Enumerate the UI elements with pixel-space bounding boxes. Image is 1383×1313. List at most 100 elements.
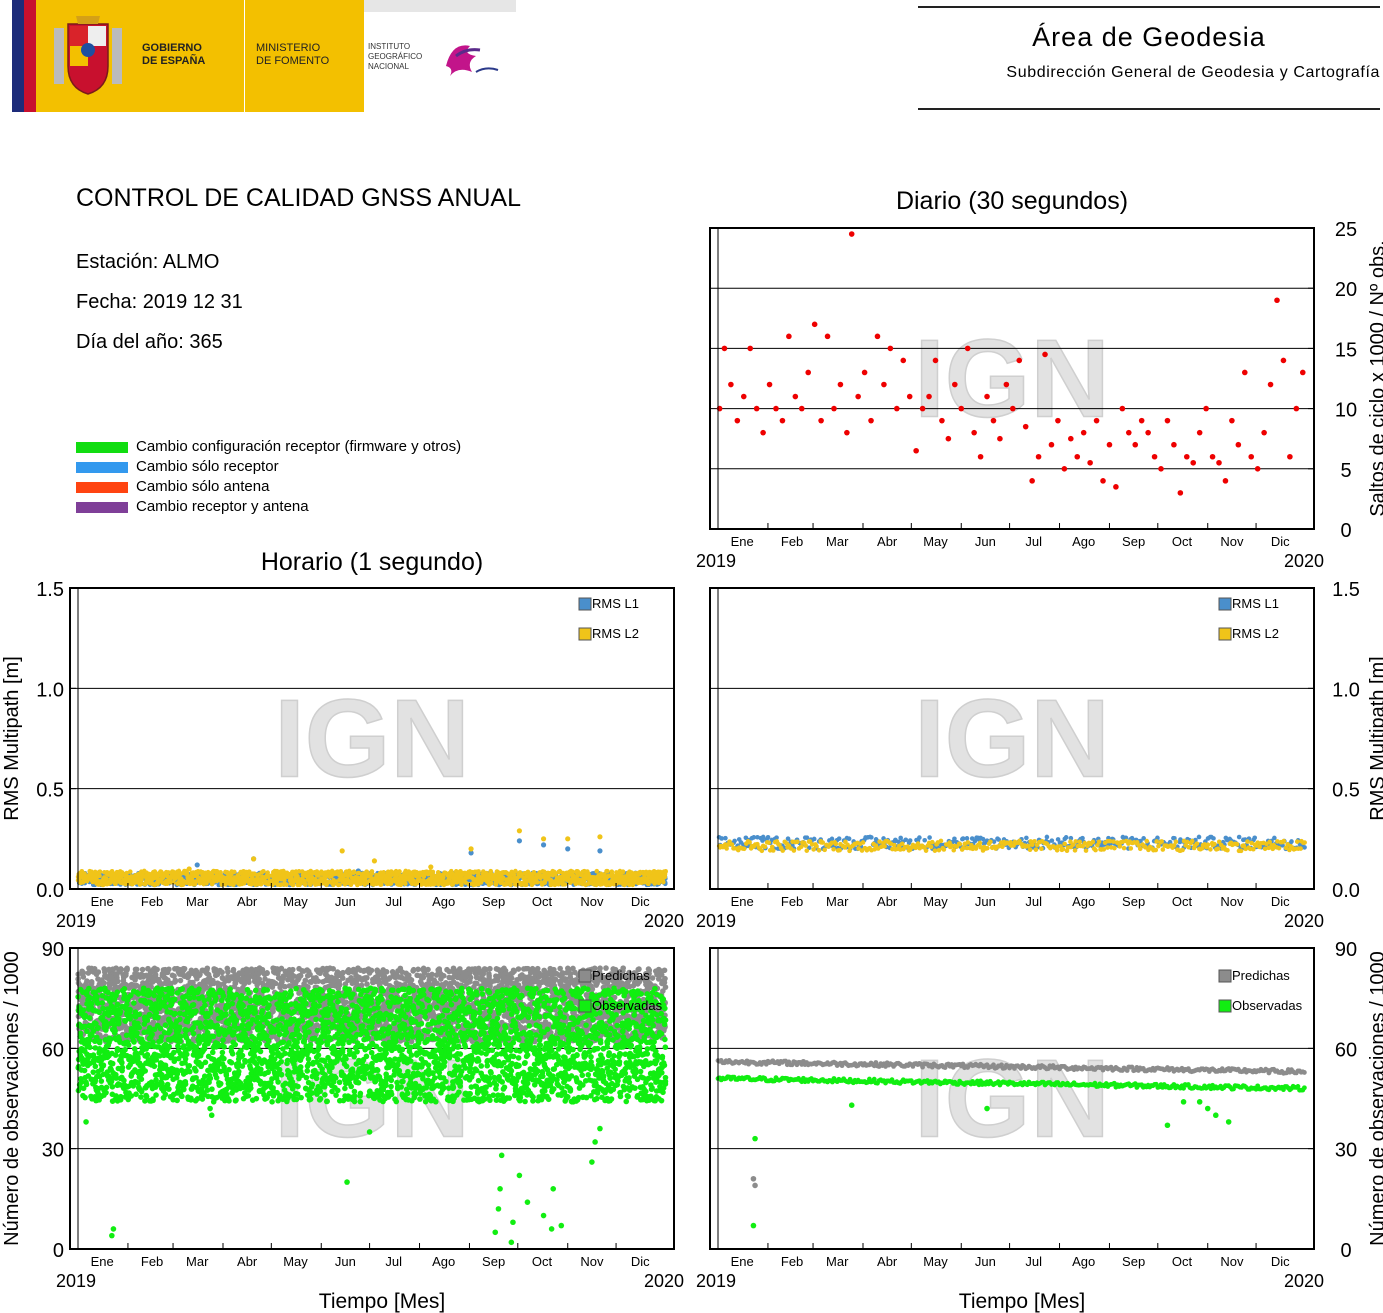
point-rms-l2: [1026, 843, 1031, 849]
ign-topbar: [364, 0, 516, 12]
point-rms-l2: [798, 844, 804, 850]
point-rms-l2: [1070, 842, 1076, 848]
point-predichas: [113, 965, 119, 971]
point-rms-l2: [516, 828, 523, 834]
instituto-label: INSTITUTO GEOGRÁFICO NACIONAL: [368, 42, 423, 71]
point-rms-l2: [1112, 845, 1117, 851]
point-rms-l2: [284, 882, 289, 887]
point-rms-l2: [1137, 846, 1143, 852]
point-rms-l2: [1156, 843, 1161, 849]
point-series: [1010, 405, 1016, 412]
point-rms-l1: [846, 836, 852, 841]
point-rms-l2: [965, 840, 971, 845]
watermark-text: IGN: [274, 678, 470, 801]
point-series: [919, 405, 926, 412]
point-rms-l2: [594, 868, 600, 874]
point-rms-l2: [127, 869, 133, 874]
point-rms-l1: [1055, 837, 1061, 842]
point-rms-l2: [860, 840, 866, 845]
point-rms-l2: [97, 873, 102, 879]
point-predichas: [123, 972, 129, 979]
point-rms-l2: [1159, 839, 1165, 844]
point-rms-l2: [1276, 845, 1282, 851]
area-title: Área de Geodesia: [1032, 22, 1266, 52]
point-rms-l2: [381, 870, 386, 875]
point-series: [1293, 405, 1300, 412]
y-tick-label: 0: [1340, 520, 1351, 542]
point-series: [1177, 490, 1184, 496]
point-rms-l2: [282, 877, 287, 883]
x-tick-label: Mar: [826, 534, 849, 549]
point-series: [1190, 459, 1197, 466]
point-rms-l2: [660, 878, 666, 883]
point-rms-l1: [1063, 835, 1069, 840]
point-rms-l2: [351, 870, 356, 876]
point-rms-l2: [1238, 848, 1244, 854]
x-tick-label: Abr: [237, 894, 258, 909]
legend-swatch: [1218, 597, 1232, 611]
point-series: [1229, 417, 1235, 424]
point-rms-l2: [1107, 838, 1113, 844]
point-rms-l2: [337, 882, 342, 888]
point-rms-l1: [194, 862, 200, 868]
station-label: Estación: ALMO: [76, 251, 220, 273]
point-rms-l2: [662, 874, 668, 880]
point-rms-l2: [762, 844, 768, 850]
y-tick-label: 20: [1335, 279, 1357, 301]
point-rms-l1: [785, 836, 791, 841]
point-rms-l1: [917, 835, 922, 840]
point-rms-l2: [791, 848, 797, 853]
legend-item-antena: Cambio sólo antena: [76, 478, 269, 495]
point-series: [824, 333, 831, 340]
point-series: [766, 381, 773, 388]
point-rms-l2: [1267, 839, 1273, 845]
point-rms-l2: [597, 834, 603, 840]
x-tick-label: Nov: [1220, 534, 1244, 549]
point-rms-l2: [1096, 839, 1102, 845]
point-rms-l1: [1272, 835, 1277, 841]
point-rms-l2: [1212, 841, 1217, 847]
point-rms-l2: [369, 869, 375, 874]
x-tick-label: Ene: [731, 894, 754, 909]
flag-stripe-red: [24, 0, 36, 112]
point-rms-l1: [774, 835, 779, 840]
point-predichas: [124, 966, 130, 973]
point-rms-l2: [617, 880, 623, 885]
point-rms-l2: [803, 843, 809, 848]
daily-section-title: Diario (30 segundos): [895, 187, 1129, 215]
point-predichas: [181, 965, 188, 972]
point-rms-l2: [103, 876, 109, 881]
y-tick-label: 5: [1340, 460, 1351, 482]
point-rms-l1: [804, 835, 810, 840]
point-series: [1074, 453, 1081, 460]
point-rms-l2: [430, 869, 436, 875]
point-rms-l2: [1173, 839, 1179, 845]
point-rms-l2: [508, 882, 513, 888]
point-series: [1267, 381, 1274, 388]
point-rms-l2: [570, 869, 575, 875]
point-series: [753, 405, 760, 412]
point-rms-l2: [1251, 846, 1256, 852]
point-rms-l2: [1281, 838, 1287, 844]
x-tick-label: Oct: [532, 894, 553, 909]
point-series: [1042, 351, 1048, 358]
point-rms-l1: [836, 836, 842, 841]
x-year-start: 2019: [696, 551, 736, 571]
point-rms-l2: [476, 870, 481, 876]
point-rms-l2: [960, 845, 966, 851]
point-rms-l2: [1245, 839, 1250, 844]
point-series: [1241, 369, 1248, 376]
point-series: [1164, 417, 1171, 424]
point-rms-l1: [751, 835, 757, 840]
point-rms-l2: [780, 848, 786, 853]
point-series: [1106, 441, 1113, 448]
point-rms-l2: [493, 882, 499, 887]
point-rms-l2: [540, 836, 547, 842]
point-rms-l2: [759, 848, 765, 854]
point-rms-l2: [1144, 838, 1150, 844]
point-rms-l1: [760, 838, 765, 843]
x-year-end: 2020: [1284, 911, 1324, 931]
x-tick-label: May: [923, 534, 948, 549]
point-rms-l1: [1068, 835, 1074, 841]
point-series: [894, 405, 900, 412]
